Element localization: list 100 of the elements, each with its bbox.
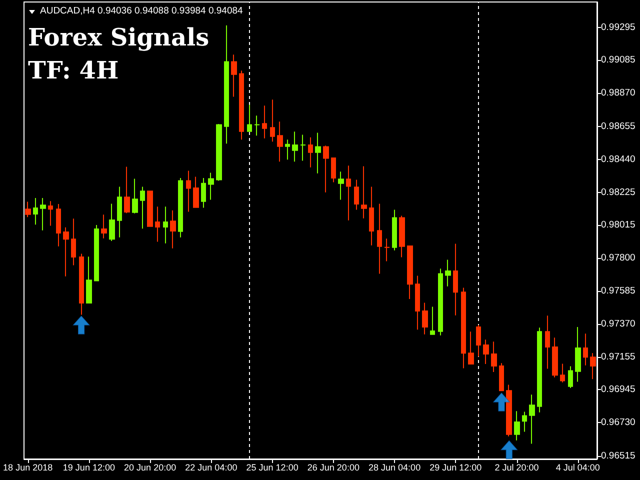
x-tick-label: 20 Jun 20:00	[124, 462, 176, 472]
candlestick	[568, 366, 573, 389]
y-tick-label: 0.96515	[601, 450, 636, 462]
candlestick	[438, 268, 443, 336]
chart-title: AUDCAD,H4 0.94036 0.94088 0.93984 0.94084	[40, 6, 243, 16]
candlestick	[422, 302, 428, 335]
candlestick	[224, 24, 229, 144]
candlestick	[583, 333, 588, 366]
candlestick	[384, 238, 390, 262]
y-tick-label: 0.96730	[601, 417, 636, 428]
candlestick	[537, 327, 542, 413]
candlestick	[323, 145, 329, 193]
y-tick-label: 0.98225	[601, 186, 636, 198]
candlestick	[560, 363, 565, 383]
candlestick	[522, 411, 527, 432]
candlestick	[170, 210, 176, 249]
x-tick-label: 22 Jun 04:00	[185, 462, 238, 472]
candlestick	[63, 226, 69, 277]
candlestick	[109, 203, 115, 242]
candlestick	[254, 115, 260, 136]
candlestick	[392, 209, 397, 251]
candlestick	[491, 341, 497, 373]
candlestick	[453, 243, 458, 316]
candlestick	[147, 190, 153, 227]
candlestick	[476, 324, 481, 357]
y-tick-label: 0.98655	[601, 120, 636, 132]
candlestick	[40, 198, 46, 231]
y-tick-label: 0.97585	[601, 286, 636, 297]
x-tick-label: 18 Jun 2018	[3, 462, 53, 472]
candlestick	[506, 384, 512, 437]
candlestick	[124, 166, 130, 214]
candlestick	[79, 253, 84, 316]
x-tick-label: 2 Jul 20:00	[494, 462, 539, 472]
candlestick	[132, 178, 138, 214]
candlestick	[231, 54, 237, 98]
candlestick	[445, 259, 451, 287]
y-tick-label: 0.97370	[601, 318, 636, 330]
candlestick	[415, 275, 420, 330]
x-tick-label: 26 Jun 20:00	[307, 462, 360, 472]
point	[493, 392, 510, 412]
y-tick-label: 0.98870	[601, 88, 636, 99]
x-tick-label: 28 Jun 04:00	[368, 462, 421, 472]
annotation: TF: 4H	[28, 56, 119, 84]
y-tick-label: 0.97800	[601, 252, 636, 264]
candlestick	[208, 172, 214, 200]
candlestick	[461, 287, 466, 369]
candlestick	[216, 123, 222, 182]
candlestick	[239, 70, 244, 140]
y-tick-label: 0.99295	[601, 22, 636, 34]
candlestick	[155, 206, 160, 242]
candlestick	[33, 198, 38, 226]
candlestick	[117, 186, 122, 238]
candlestick	[499, 362, 504, 392]
candlestick	[277, 121, 283, 162]
x-tick-label: 4 Jul 04:00	[556, 462, 600, 472]
candlestick	[292, 131, 298, 162]
candlestick	[270, 99, 275, 142]
x-tick-label: 19 Jun 12:00	[62, 462, 115, 472]
candlestick	[247, 104, 252, 132]
candlestick	[300, 134, 306, 162]
text: Forex Signals	[28, 22, 210, 52]
y-tick-label: 0.99085	[601, 54, 636, 66]
candlestick	[101, 214, 107, 239]
x-tick-label: 29 Jun 12:00	[430, 462, 482, 472]
candlestick	[201, 177, 206, 208]
candlestick	[399, 215, 405, 258]
candlestick	[354, 179, 359, 210]
candlestick	[338, 171, 344, 200]
candlestick	[346, 165, 351, 221]
candlestick	[94, 224, 99, 282]
y-tick-label: 0.97155	[601, 352, 636, 363]
x-tick-label: 25 Jun 12:00	[246, 462, 298, 472]
candlestick	[285, 139, 290, 160]
candlestick	[56, 204, 61, 247]
candlestick	[186, 170, 191, 212]
candlestick	[575, 326, 581, 382]
candlestick	[331, 157, 336, 183]
candlestick	[369, 186, 374, 246]
candlestick	[308, 136, 313, 168]
candlestick	[86, 256, 92, 304]
candlestick	[529, 394, 535, 444]
candlestick	[163, 206, 168, 244]
candlestick	[514, 410, 520, 441]
candlestick	[48, 200, 53, 226]
y-tick-label: 0.96945	[601, 384, 636, 396]
candlestick	[430, 306, 435, 335]
candlestick	[377, 203, 382, 274]
candlestick	[483, 339, 489, 364]
candlestick	[178, 177, 183, 238]
candlestick	[468, 331, 474, 364]
y-tick-label: 0.98440	[601, 154, 636, 165]
candlestick	[361, 166, 367, 219]
y-tick-label: 0.98015	[601, 219, 636, 230]
candlestick	[140, 186, 145, 230]
candlestick	[315, 132, 321, 174]
point	[500, 440, 518, 460]
candlestick	[590, 352, 596, 380]
candlestick	[25, 201, 31, 218]
point	[73, 316, 90, 334]
candlestick	[262, 105, 267, 139]
